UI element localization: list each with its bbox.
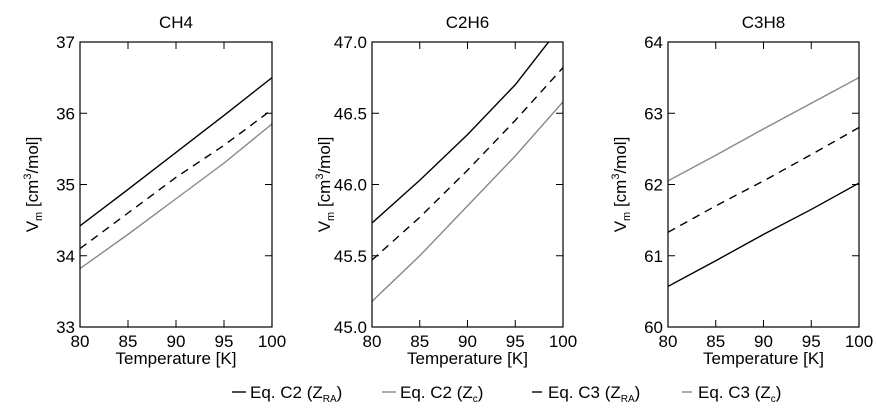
y-axis-label-part: m [33, 212, 45, 221]
y-axis-label-part: V [315, 220, 334, 232]
line-series [372, 101, 563, 302]
line-series [668, 182, 859, 288]
x-tick-label: 80 [71, 332, 90, 351]
plot-frame [667, 41, 860, 328]
y-axis-label-part: V [611, 220, 630, 232]
legend-label-part: Eq. C2 (Z [400, 383, 473, 402]
y-tick-label: 46.0 [334, 176, 367, 195]
y-tick-label: 62 [644, 176, 663, 195]
line-series [80, 109, 272, 250]
legend-label-part: RA [621, 394, 635, 405]
x-tick-label: 100 [549, 332, 577, 351]
y-tick-label: 60 [644, 318, 663, 337]
x-tick-label: 80 [363, 332, 382, 351]
y-axis-label: Vm [cm3/mol] [314, 137, 337, 233]
y-tick-label: 45.5 [334, 247, 367, 266]
legend-label: Eq. C2 (ZRA) [250, 383, 342, 405]
y-tick-label: 63 [644, 104, 663, 123]
x-tick-label: 95 [215, 332, 234, 351]
x-tick-label: 100 [258, 332, 286, 351]
y-tick-label: 46.5 [334, 104, 367, 123]
x-tick-label: 85 [706, 332, 725, 351]
line-series [80, 77, 272, 227]
legend-label-part: ) [337, 383, 343, 402]
x-tick-label: 90 [167, 332, 186, 351]
y-axis-label-part: 3 [22, 174, 34, 180]
y-tick-label: 37 [56, 33, 75, 52]
chart-title: CH4 [159, 13, 193, 32]
x-tick-label: 85 [119, 332, 138, 351]
x-tick-label: 85 [410, 332, 429, 351]
legend-label-part: ) [635, 383, 641, 402]
chart-title: C2H6 [446, 13, 489, 32]
y-axis-label-part: /mol] [611, 137, 630, 174]
x-tick-label: 95 [506, 332, 525, 351]
legend-label-part: c [473, 394, 478, 405]
plot-frame [79, 41, 273, 328]
y-axis-label: Vm [cm3/mol] [22, 137, 45, 233]
y-tick-label: 33 [56, 318, 75, 337]
y-axis-label-part: 3 [314, 174, 326, 180]
x-tick-label: 95 [802, 332, 821, 351]
y-tick-label: 47.0 [334, 33, 367, 52]
line-series [372, 42, 550, 224]
legend-label-part: Eq. C3 (Z [698, 383, 771, 402]
y-axis-label-part: /mol] [315, 137, 334, 174]
legend-label-part: ) [478, 383, 484, 402]
y-tick-label: 64 [644, 33, 663, 52]
x-axis-label: Temperature [K] [703, 349, 824, 368]
legend-label: Eq. C3 (ZRA) [548, 383, 640, 405]
y-tick-label: 34 [56, 247, 75, 266]
line-series [668, 77, 859, 182]
x-tick-label: 100 [845, 332, 873, 351]
y-axis-label-part: V [23, 220, 42, 232]
line-series [668, 126, 859, 233]
y-axis-label-part: m [325, 212, 337, 221]
legend-label-part: RA [323, 394, 337, 405]
legend-label-part: Eq. C3 (Z [548, 383, 621, 402]
y-axis-label: Vm [cm3/mol] [610, 137, 633, 233]
y-tick-label: 36 [56, 104, 75, 123]
x-axis-label: Temperature [K] [407, 349, 528, 368]
legend-label: Eq. C2 (Zc) [400, 383, 483, 405]
line-series [372, 67, 563, 261]
y-axis-label-part: /mol] [23, 137, 42, 174]
legend-label-part: Eq. C2 (Z [250, 383, 323, 402]
y-axis-label-part: m [621, 212, 633, 221]
y-tick-label: 61 [644, 247, 663, 266]
legend-label-part: ) [776, 383, 782, 402]
y-axis-label-part: [cm [611, 180, 630, 212]
plot-frame [371, 41, 564, 328]
y-axis-label-part: 3 [610, 174, 622, 180]
y-axis-label-part: [cm [23, 180, 42, 212]
legend-label: Eq. C3 (Zc) [698, 383, 781, 405]
chart-title: C3H8 [742, 13, 785, 32]
x-axis-label: Temperature [K] [116, 349, 237, 368]
y-tick-label: 45.0 [334, 318, 367, 337]
x-tick-label: 90 [754, 332, 773, 351]
y-axis-label-part: [cm [315, 180, 334, 212]
x-tick-label: 80 [659, 332, 678, 351]
legend-label-part: c [771, 394, 776, 405]
x-tick-label: 90 [458, 332, 477, 351]
y-tick-label: 35 [56, 176, 75, 195]
line-series [80, 123, 272, 270]
